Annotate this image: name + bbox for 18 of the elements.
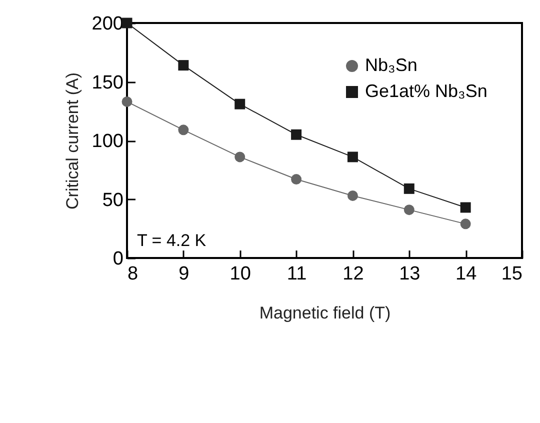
x-tick-label: 14 [456,264,478,284]
x-tick-label: 15 [501,264,522,284]
legend-label: Nb₃Sn [365,55,418,75]
x-axis-title: Magnetic field (T) [259,304,391,322]
y-axis-title: Critical current (A) [62,72,82,210]
x-tick-label: 12 [342,264,364,284]
x-tick-label: 10 [230,264,251,284]
annotation: T = 4.2 K [137,231,207,250]
legend-label: Ge1at% Nb₃Sn [365,81,488,101]
y-tick-label: 0 [112,248,124,270]
y-tick-label: 200 [92,14,124,34]
x-tick-label: 9 [178,264,190,284]
y-tick-label: 100 [92,131,124,152]
x-tick-label: 13 [399,264,420,284]
x-tick-label: 11 [286,264,307,284]
x-tick-label: 8 [128,264,138,284]
y-tick-label: 150 [92,72,124,94]
y-tick-label: 50 [102,190,124,211]
